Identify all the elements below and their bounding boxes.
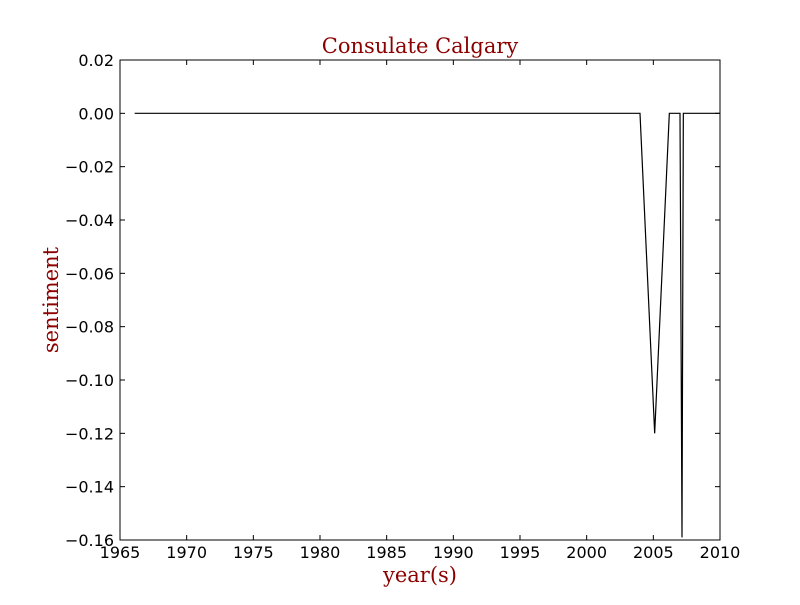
x-tick-label: 1980 bbox=[300, 543, 341, 562]
y-tick-label: −0.12 bbox=[65, 424, 114, 443]
x-tick-label: 1995 bbox=[500, 543, 541, 562]
ticks-layer: 1965 1970 1975 1980 1985 1990 1995 2000 2005 2010… bbox=[65, 51, 740, 562]
y-tick-label: 0.02 bbox=[78, 51, 114, 70]
y-tick-label: 0.00 bbox=[78, 104, 114, 123]
series-layer bbox=[134, 112, 720, 538]
series-line bbox=[134, 112, 720, 538]
x-tick-label: 1965 bbox=[100, 543, 141, 562]
y-tick-label: −0.14 bbox=[65, 478, 114, 497]
x-tick-label: 2010 bbox=[700, 543, 741, 562]
y-tick-label: −0.06 bbox=[65, 264, 114, 283]
chart-title: Consulate Calgary bbox=[322, 34, 519, 58]
x-tick-label: 2005 bbox=[633, 543, 674, 562]
y-tick-label: −0.08 bbox=[65, 318, 114, 337]
x-tick-label: 1985 bbox=[366, 543, 407, 562]
x-axis-label: year(s) bbox=[382, 563, 457, 587]
x-tick-label: 2000 bbox=[566, 543, 607, 562]
x-tick-label: 1990 bbox=[433, 543, 474, 562]
y-tick-label: −0.02 bbox=[65, 158, 114, 177]
y-tick-label: −0.16 bbox=[65, 531, 114, 550]
y-tick-label: −0.10 bbox=[65, 371, 114, 390]
y-tick-label: −0.04 bbox=[65, 211, 114, 230]
x-tick-label: 1970 bbox=[166, 543, 207, 562]
y-axis-label: sentiment bbox=[39, 246, 63, 353]
x-tick-label: 1975 bbox=[233, 543, 274, 562]
plot-frame bbox=[119, 59, 721, 541]
